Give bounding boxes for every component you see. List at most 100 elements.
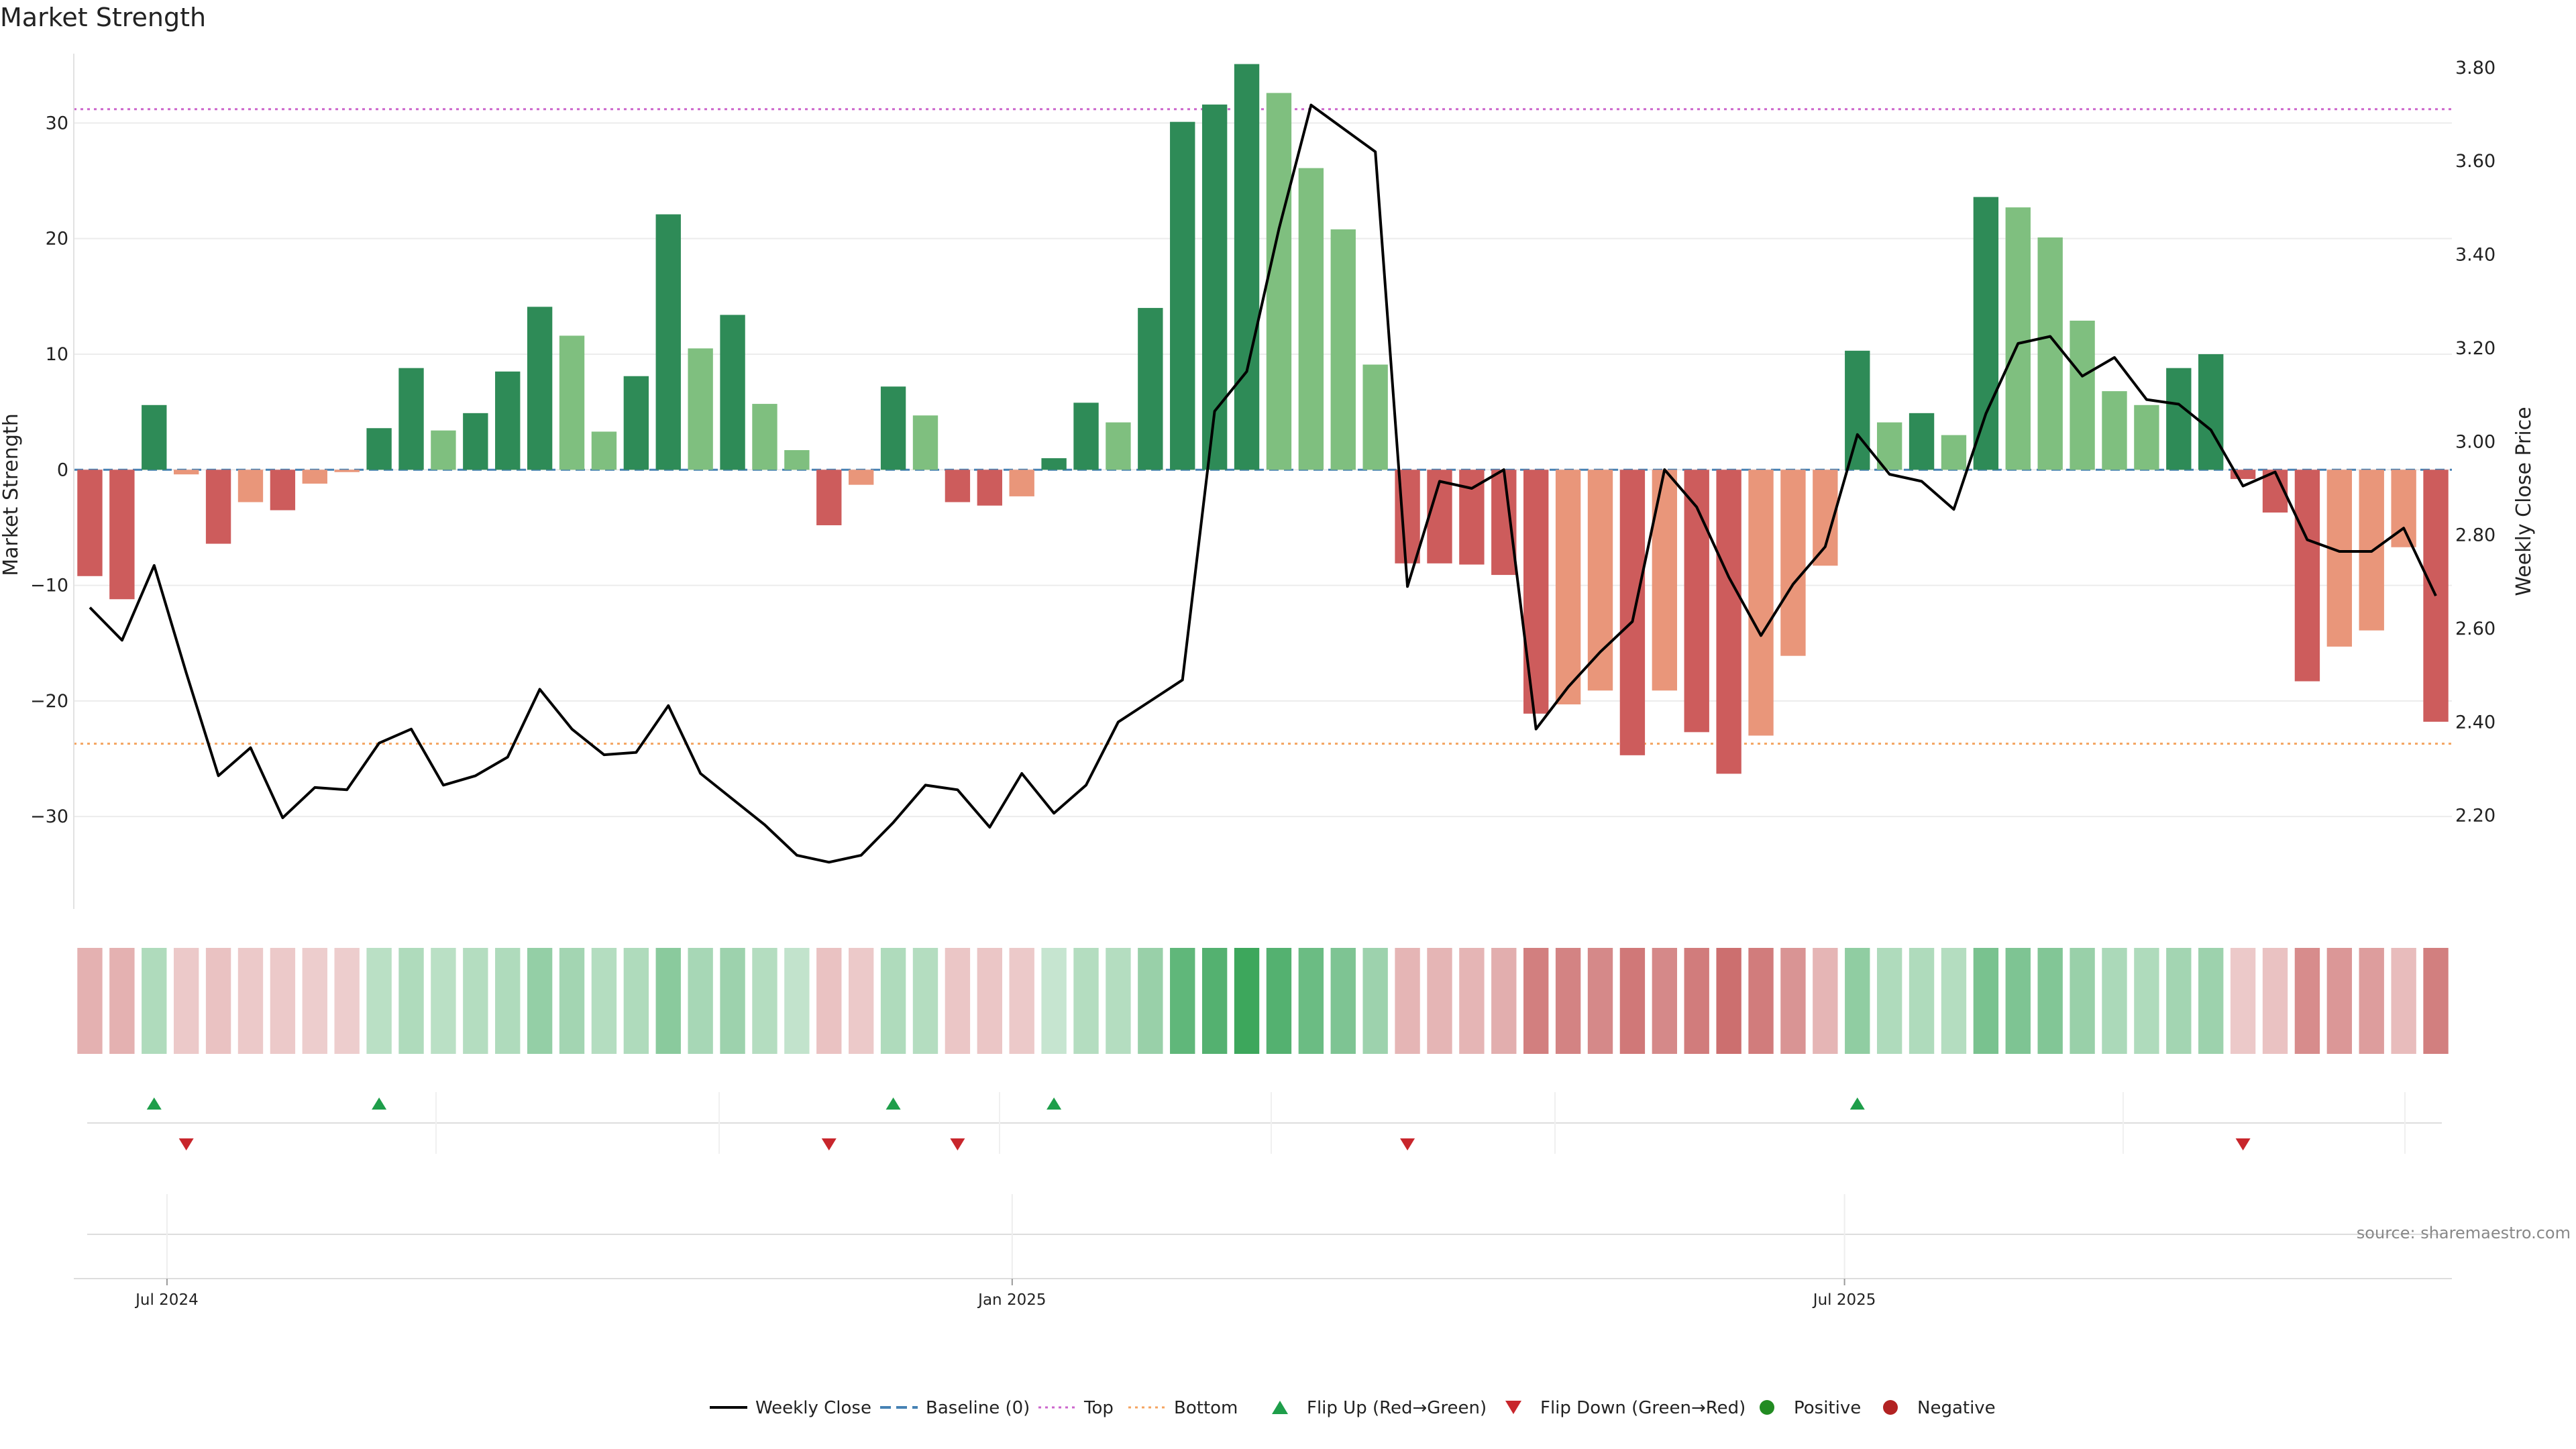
flip-down-marker bbox=[178, 1138, 194, 1150]
strength-bar bbox=[1973, 197, 1999, 470]
heat-strip-cell bbox=[880, 948, 906, 1054]
strength-bar bbox=[527, 307, 553, 470]
y2-tick-label: 2.20 bbox=[2455, 806, 2496, 826]
strength-bar bbox=[2070, 321, 2095, 470]
strength-bar bbox=[302, 470, 327, 484]
heat-strip-cell bbox=[1491, 948, 1517, 1054]
strength-bar bbox=[688, 348, 713, 470]
heat-strip-cell bbox=[1748, 948, 1774, 1054]
legend-label: Weekly Close bbox=[755, 1398, 871, 1418]
heat-strip-cell bbox=[1619, 948, 1646, 1054]
heat-strip-cell bbox=[1106, 948, 1131, 1054]
strength-bar bbox=[1491, 470, 1517, 576]
legend-swatch bbox=[1272, 1401, 1288, 1414]
heat-strip-cell bbox=[237, 948, 264, 1054]
legend-swatch bbox=[1883, 1400, 1898, 1415]
heat-strip-cell bbox=[1073, 948, 1099, 1054]
heat-strip-cell bbox=[431, 948, 456, 1054]
heat-strip-cell bbox=[977, 948, 1002, 1054]
flip-up-marker bbox=[146, 1097, 162, 1110]
y-tick-label: −20 bbox=[30, 691, 68, 712]
heat-strip-cell bbox=[1201, 948, 1228, 1054]
strength-bar bbox=[1845, 350, 1870, 470]
heat-strip-cell bbox=[2326, 948, 2353, 1054]
strength-bar bbox=[1266, 93, 1292, 470]
strength-bar bbox=[2198, 354, 2224, 470]
heat-strip-cell bbox=[1170, 948, 1195, 1054]
strength-bar bbox=[334, 470, 360, 472]
strength-bar bbox=[205, 470, 231, 544]
strength-bar bbox=[591, 431, 617, 470]
strength-bar bbox=[816, 470, 842, 525]
y2-tick-label: 3.40 bbox=[2455, 245, 2496, 266]
x-tick-label: Jul 2025 bbox=[1812, 1291, 1876, 1309]
heat-strip-cell bbox=[366, 948, 392, 1054]
legend: Weekly Close Baseline (0) Top Bottom Flip Up… bbox=[710, 1398, 1996, 1418]
heat-strip-cell bbox=[1684, 948, 1709, 1054]
heat-strip-cell bbox=[77, 948, 103, 1054]
heat-strip-cell bbox=[848, 948, 874, 1054]
heat-strip-cell bbox=[173, 948, 199, 1054]
strength-bar bbox=[495, 371, 521, 470]
strength-bar bbox=[109, 470, 135, 600]
heat-strip-cell bbox=[1780, 948, 1806, 1054]
heat-strip-cell bbox=[1909, 948, 1935, 1054]
strength-bar bbox=[1619, 470, 1646, 755]
strength-bar bbox=[2102, 391, 2127, 470]
heat-strip-cell bbox=[2262, 948, 2288, 1054]
legend-label: Top bbox=[1083, 1398, 1114, 1418]
heat-strip-cell bbox=[2230, 948, 2256, 1054]
strength-bar bbox=[77, 470, 103, 576]
strength-bar bbox=[1684, 470, 1709, 733]
heat-strip-cell bbox=[2198, 948, 2224, 1054]
strength-bar bbox=[1073, 402, 1099, 470]
strength-bar bbox=[945, 470, 971, 502]
heat-strip-cell bbox=[1298, 948, 1324, 1054]
heat-strip-cell bbox=[2005, 948, 2031, 1054]
heat-strip-cell bbox=[142, 948, 167, 1054]
legend-item: Weekly Close bbox=[710, 1398, 871, 1418]
lower-panel: Jul 2024 Jan 2025 Jul 2025 bbox=[74, 1194, 2452, 1309]
heat-strip-cell bbox=[912, 948, 938, 1054]
heat-strip-cell bbox=[109, 948, 135, 1054]
heat-strip-cell bbox=[945, 948, 971, 1054]
strength-bar bbox=[623, 376, 649, 470]
legend-item: Flip Up (Red→Green) bbox=[1272, 1398, 1487, 1418]
heat-strip-cell bbox=[2423, 948, 2449, 1054]
reference-lines bbox=[74, 108, 2452, 745]
strength-bar bbox=[1201, 104, 1228, 470]
heat-strip-cell bbox=[591, 948, 617, 1054]
heat-strip-cell bbox=[1395, 948, 1420, 1054]
heat-strip-cell bbox=[655, 948, 681, 1054]
y-tick-label: −30 bbox=[30, 806, 68, 827]
chart-title: Market Strength bbox=[0, 3, 207, 32]
heat-strip-cell bbox=[1652, 948, 1678, 1054]
strength-bar bbox=[1748, 470, 1774, 736]
heat-strip-cell bbox=[1716, 948, 1741, 1054]
heat-strip-cell bbox=[1555, 948, 1581, 1054]
legend-label: Baseline (0) bbox=[926, 1398, 1030, 1418]
strength-bar bbox=[2005, 207, 2031, 470]
heat-strip-cell bbox=[752, 948, 777, 1054]
heat-strip-cell bbox=[2134, 948, 2159, 1054]
strength-bar bbox=[1362, 364, 1388, 470]
strength-bar bbox=[1587, 470, 1613, 691]
heat-strip-cell bbox=[2294, 948, 2320, 1054]
legend-item: Negative bbox=[1883, 1398, 1996, 1418]
strength-bar bbox=[559, 335, 585, 470]
heat-strip-cell bbox=[688, 948, 713, 1054]
strength-bar bbox=[1652, 470, 1678, 691]
heat-strip-cell bbox=[2359, 948, 2384, 1054]
y2-axis-label: Weekly Close Price bbox=[2512, 407, 2536, 596]
strength-bar bbox=[2166, 368, 2192, 470]
heat-strip-cell bbox=[334, 948, 360, 1054]
y2-tick-label: 3.80 bbox=[2455, 58, 2496, 78]
heat-strip-cell bbox=[1362, 948, 1388, 1054]
y-tick-label: 20 bbox=[46, 229, 68, 250]
heat-strip-cell bbox=[527, 948, 553, 1054]
heat-strip-cell bbox=[1459, 948, 1485, 1054]
flip-down-marker bbox=[1400, 1138, 1415, 1150]
legend-label: Positive bbox=[1794, 1398, 1861, 1418]
flip-markers-panel bbox=[87, 1092, 2442, 1154]
strength-bar bbox=[720, 315, 745, 470]
